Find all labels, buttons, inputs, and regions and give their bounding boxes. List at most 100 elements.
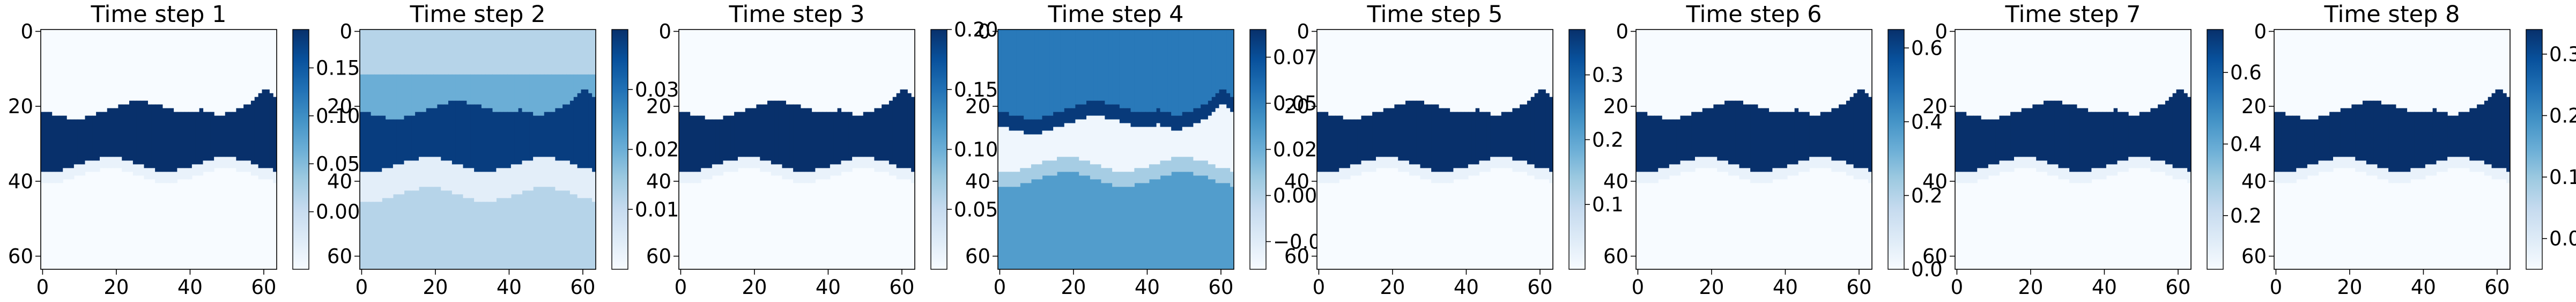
heatmap-band-cell: [419, 112, 423, 157]
heatmap-halo-cell: [1798, 160, 1802, 172]
heatmap-band-cell: [1164, 112, 1168, 127]
heatmap-trough-cell: [1127, 123, 1131, 172]
heatmap-band-cell: [1780, 112, 1784, 168]
heatmap-band-cell: [73, 119, 78, 165]
heatmap-band-cell: [1743, 104, 1747, 168]
heatmap-band-cell: [2277, 112, 2282, 172]
heatmap-band-cell: [859, 115, 864, 157]
heatmap-halo-cell: [730, 160, 735, 172]
heatmap-halo-cell: [1868, 172, 1872, 183]
heatmap-band-cell: [433, 108, 438, 157]
heatmap-halo-cell: [2003, 160, 2007, 172]
heatmap-halo-cell: [682, 172, 687, 183]
axes-frame: [1635, 29, 1872, 270]
heatmap-halo-cell: [1706, 157, 1711, 168]
heatmap-halo-cell: [159, 172, 163, 183]
heatmap-halo-cell: [900, 168, 904, 180]
x-tick-label: 20: [1380, 276, 1405, 299]
heatmap-halo-cell: [734, 160, 738, 172]
heatmap-band-cell: [1672, 119, 1677, 165]
heatmap-band-cell: [445, 104, 449, 161]
heatmap-band-cell: [2388, 104, 2393, 172]
heatmap-halo-cell: [723, 160, 727, 172]
heatmap-halo-cell: [2285, 172, 2290, 183]
heatmap-band-cell: [1835, 108, 1839, 161]
heatmap-halo-cell: [1420, 168, 1424, 180]
heatmap-band-cell: [863, 112, 868, 157]
y-tick-label: 60: [8, 245, 33, 268]
heatmap-band-cell: [2121, 112, 2125, 161]
heatmap-band-cell: [2322, 115, 2326, 161]
heatmap-trough-cell: [1197, 123, 1201, 161]
heatmap-upper-cell: [1053, 30, 1057, 112]
heatmap-halo-cell: [2292, 172, 2297, 183]
heatmap-band-cell: [269, 93, 273, 168]
heatmap-trough-cell: [1001, 127, 1006, 172]
heatmap-band-cell: [1328, 115, 1333, 172]
heatmap-band-cell: [2336, 112, 2341, 157]
heatmap-upper-cell: [1223, 30, 1227, 90]
heatmap-upper-cell: [1009, 30, 1013, 116]
heatmap-band-cell: [2473, 108, 2477, 161]
heatmap-band-cell: [2274, 112, 2278, 172]
heatmap-halo-cell: [44, 172, 49, 183]
heatmap-band-cell: [169, 108, 174, 172]
heatmap-upper-cell: [525, 74, 530, 112]
heatmap-trough-cell: [1108, 119, 1113, 168]
heatmap-band-cell: [1636, 112, 1640, 172]
heatmap-halo-cell: [1857, 168, 1861, 180]
heatmap-band-cell: [1130, 112, 1135, 127]
heatmap-halo-cell: [1724, 160, 1729, 172]
heatmap-band-cell: [1071, 108, 1076, 123]
heatmap-halo-cell: [70, 168, 75, 180]
heatmap-image: [41, 30, 277, 269]
heatmap-band-cell: [2425, 112, 2430, 165]
heatmap-band-cell: [1116, 104, 1120, 120]
colorbar-tick-label: 0.2: [2549, 104, 2576, 127]
heatmap-halo-cell: [1853, 168, 1858, 180]
heatmap-trough-cell: [1189, 127, 1194, 157]
heatmap-band-cell: [2158, 104, 2162, 161]
heatmap-band-cell: [88, 115, 93, 161]
heatmap-band-cell: [1405, 100, 1410, 161]
heatmap-upper-cell: [1215, 30, 1220, 93]
heatmap-band-cell: [690, 115, 694, 172]
heatmap-band-cell: [1339, 115, 1343, 168]
heatmap-upper-cell: [1171, 30, 1175, 116]
heatmap-trough-cell: [1223, 104, 1227, 168]
colorbar-tick-label: 0.2: [1592, 128, 1624, 151]
heatmap-band-cell: [1416, 100, 1421, 165]
colorbar-tick-label: 0.01: [635, 198, 679, 221]
heatmap-halo-cell: [1816, 157, 1821, 168]
heatmap-halo-cell: [2103, 168, 2107, 180]
heatmap-lower-cell: [1053, 160, 1057, 176]
heatmap-halo-cell: [859, 157, 864, 168]
heatmap-band-cell: [1461, 112, 1465, 168]
heatmap-band-cell: [752, 108, 757, 157]
heatmap-upper-cell: [529, 74, 534, 112]
heatmap-band-cell: [1490, 115, 1494, 157]
heatmap-upper-cell: [1101, 30, 1105, 101]
heatmap-halo-cell: [867, 157, 871, 168]
heatmap-band-cell: [2162, 104, 2166, 161]
heatmap-band-cell: [173, 112, 177, 172]
heatmap-halo-cell: [1471, 164, 1476, 176]
heatmap-band-cell: [463, 100, 467, 168]
heatmap-lower-cell: [573, 164, 578, 195]
x-tick-label: 40: [1454, 276, 1479, 299]
heatmap-halo-cell: [2066, 168, 2070, 180]
heatmap-band-cell: [258, 93, 263, 168]
heatmap-band-cell: [2180, 89, 2184, 168]
heatmap-halo-cell: [1658, 168, 1662, 180]
heatmap-band-cell: [566, 104, 571, 161]
heatmap-halo-cell: [2036, 160, 2040, 172]
heatmap-band-cell: [764, 104, 768, 161]
heatmap-upper-cell: [1175, 30, 1179, 116]
heatmap-upper-cell: [367, 74, 372, 112]
heatmap-lower-cell: [1079, 160, 1083, 176]
heatmap-halo-cell: [870, 157, 875, 168]
heatmap-lower-cell: [451, 164, 456, 195]
heatmap-halo-cell: [88, 160, 93, 172]
heatmap-halo-cell: [181, 168, 185, 180]
